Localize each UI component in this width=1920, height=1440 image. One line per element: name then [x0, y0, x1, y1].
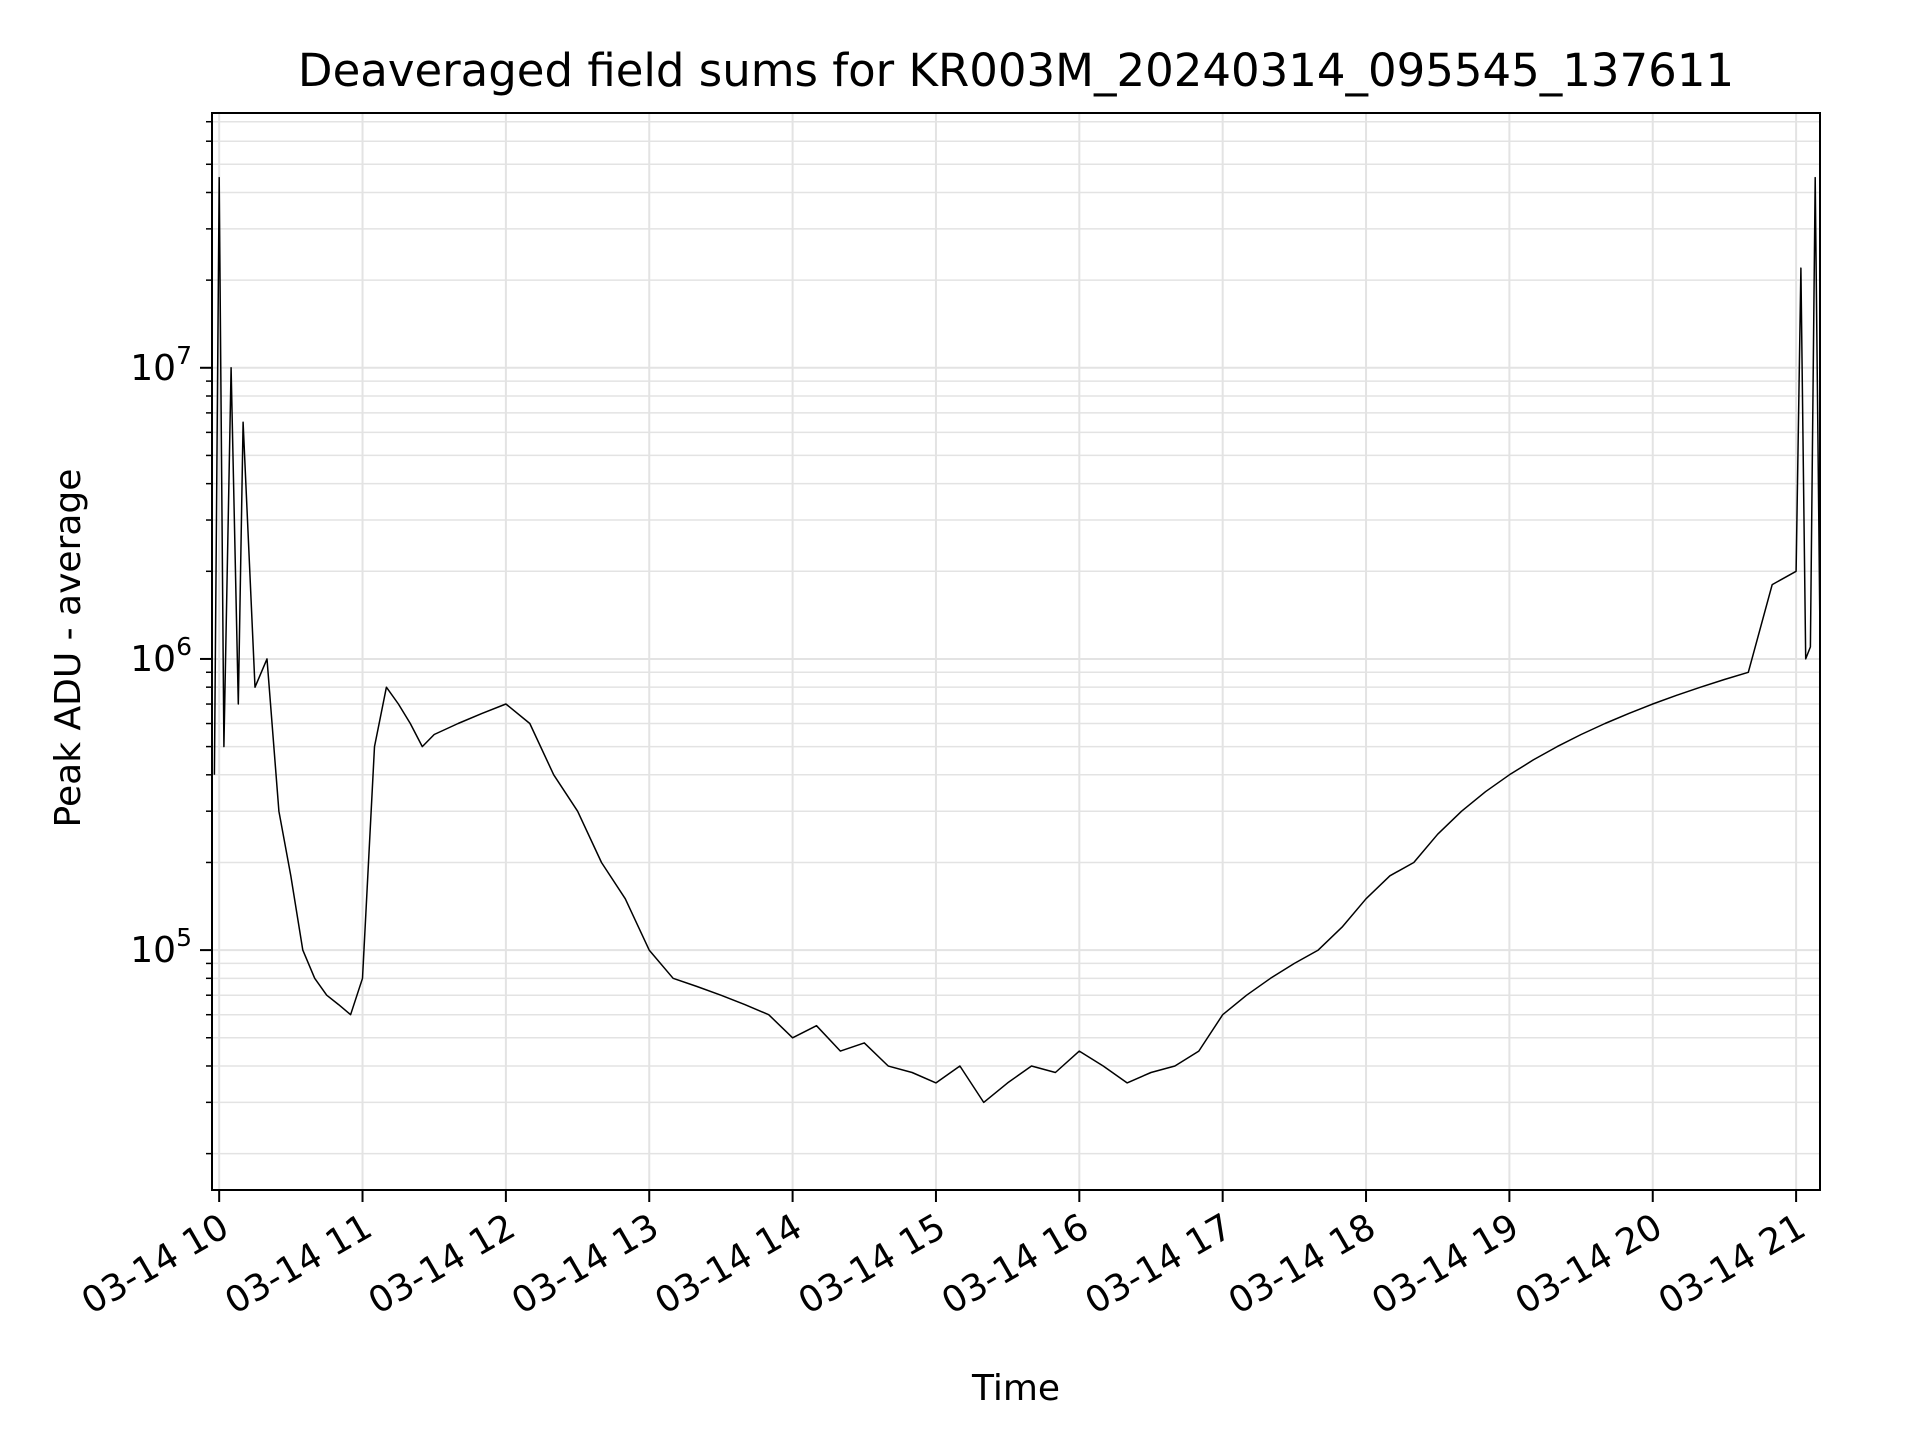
y-ticks: 105 106 107 — [130, 120, 212, 1155]
y-tick-label: 105 — [130, 923, 192, 971]
x-axis-label: Time — [971, 1368, 1060, 1409]
y-tick-label: 106 — [130, 632, 192, 680]
chart-title: Deaveraged field sums for KR003M_2024031… — [298, 44, 1734, 97]
grid — [212, 113, 1820, 1190]
y-axis-label: Peak ADU - average — [48, 469, 89, 828]
series-layer — [213, 176, 1821, 1104]
plot-frame — [211, 112, 1821, 1191]
series-line — [213, 176, 1821, 1104]
y-tick-label: 107 — [130, 341, 192, 389]
